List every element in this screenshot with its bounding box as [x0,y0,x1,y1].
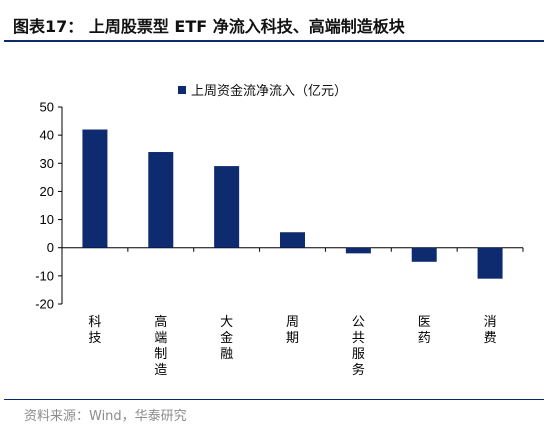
y-tick-label: 30 [40,156,54,171]
x-tick-label: 公共服务 [352,315,365,378]
legend-swatch [178,86,186,94]
figure-title: 图表17： 上周股票型 ETF 净流入科技、高端制造板块 [13,17,405,36]
source-divider [4,399,544,400]
bar [280,232,305,248]
y-tick-label: 20 [40,184,54,199]
source-note: 资料来源：Wind，华泰研究 [24,409,187,424]
y-tick-label: 10 [40,212,54,227]
y-tick-label: 40 [40,128,54,143]
y-tick-label: -10 [35,268,54,283]
x-tick-label: 大金融 [220,315,233,362]
bar [214,166,240,248]
y-tick-label: 50 [40,100,54,115]
bar [477,247,503,279]
bar [148,152,174,248]
x-tick-label: 科技 [88,315,101,346]
x-tick-label: 周期 [286,315,299,346]
bar [411,247,437,262]
bar [345,247,371,254]
bar [82,129,108,248]
bar-chart: 上周资金流净流入（亿元） -20 -10 0 10 20 30 40 50 科技 高端制造 大金融 周期… [35,83,524,378]
y-tick-label: 0 [47,240,54,255]
legend: 上周资金流净流入（亿元） [178,83,347,99]
x-tick-label: 医药 [418,315,431,346]
x-tick-label: 消费 [484,315,497,346]
y-tick-label: -20 [35,297,54,312]
legend-label: 上周资金流净流入（亿元） [191,83,347,99]
title-bar: 图表17： 上周股票型 ETF 净流入科技、高端制造板块 [0,0,550,44]
x-tick-label: 高端制造 [154,314,167,378]
title-divider [4,40,544,42]
